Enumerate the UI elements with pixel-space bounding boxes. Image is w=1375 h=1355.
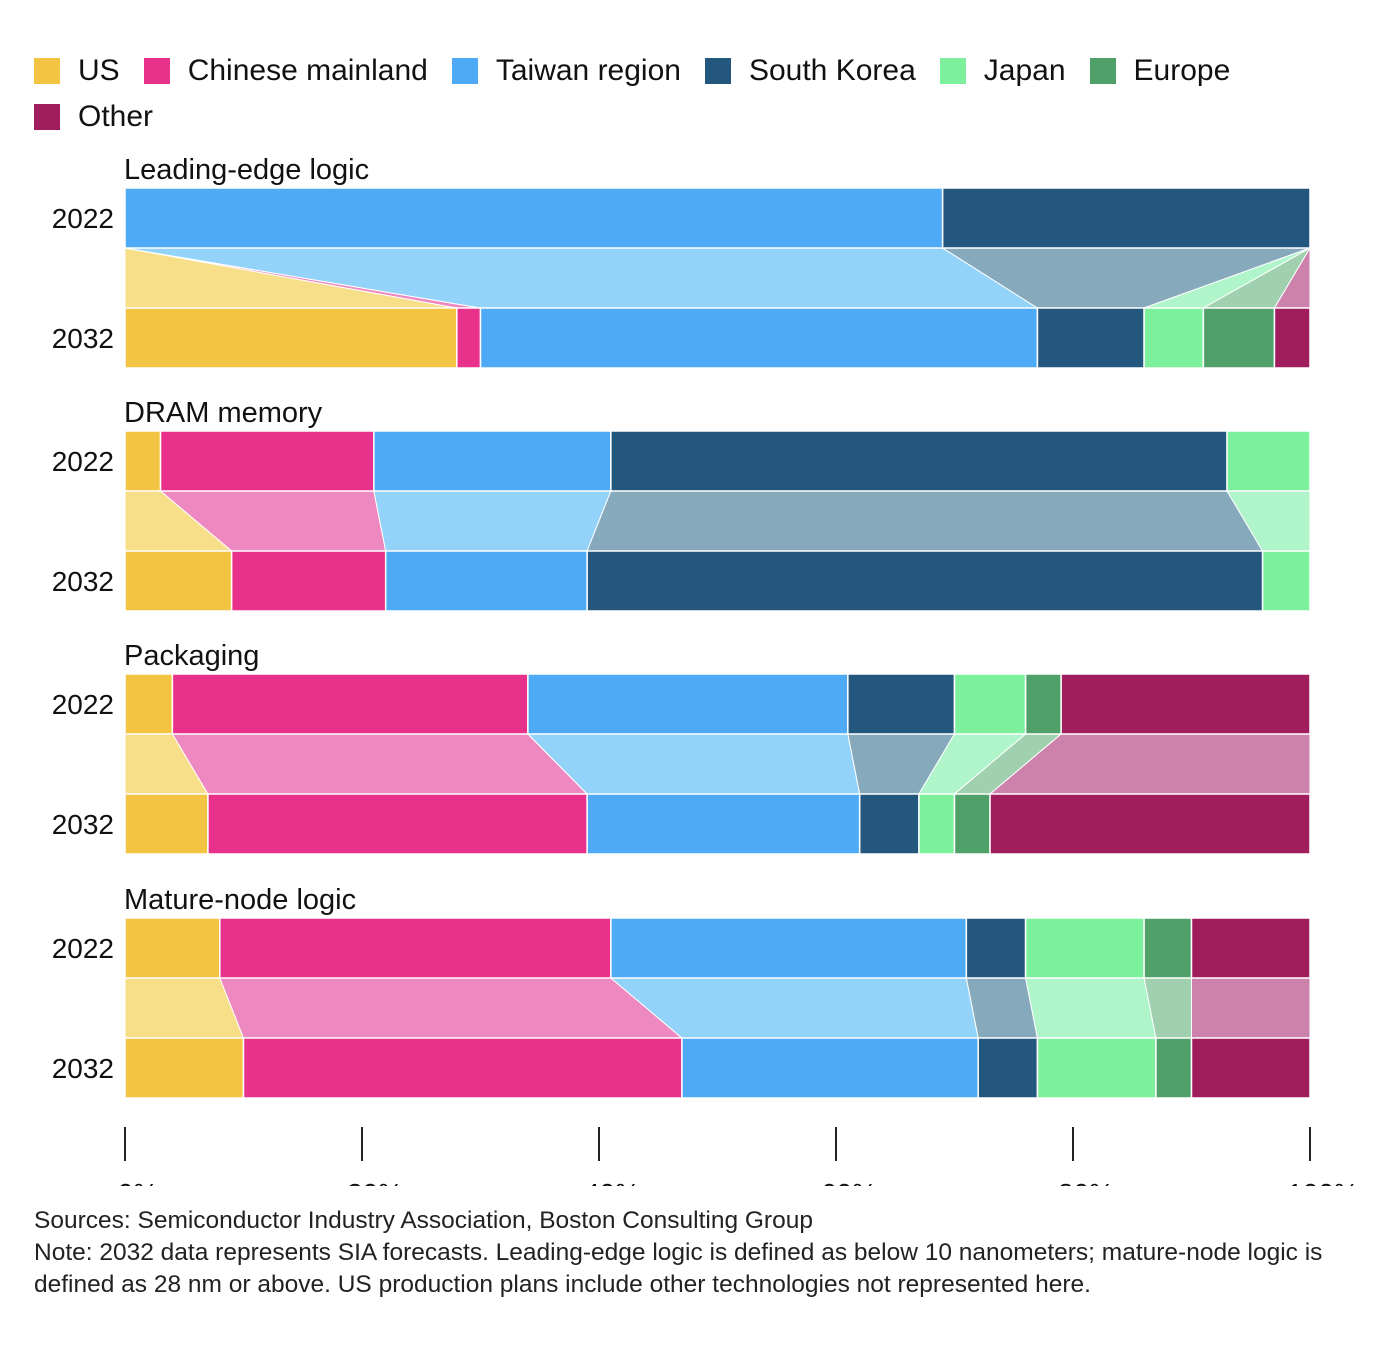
legend-swatch (1089, 58, 1116, 84)
x-tick-label: 60% (821, 1178, 877, 1186)
bar-segment-us (124, 1037, 245, 1099)
bar-segment-chinese-mainland (456, 307, 482, 369)
year-label: 2022 (52, 446, 114, 477)
bar-segment-japan (1261, 550, 1311, 612)
bar-segment-south-korea (610, 430, 1228, 492)
legend-swatch (704, 58, 731, 84)
x-tick-label: 20% (347, 1178, 403, 1186)
bar-segment-europe (1155, 1037, 1193, 1099)
legend: US Chinese mainland Taiwan region South Kor… (34, 50, 1334, 142)
connector-south-korea (965, 977, 1039, 1039)
legend-label: Chinese mainland (187, 54, 428, 87)
bar-segment-south-korea (941, 187, 1311, 249)
legend-item: Europe (1089, 50, 1231, 92)
bar-segment-other (1060, 673, 1311, 735)
year-label: 2032 (52, 1053, 114, 1084)
year-label: 2032 (52, 809, 114, 840)
year-label: 2022 (52, 689, 114, 720)
footer: Sources: Semiconductor Industry Associat… (34, 1205, 1354, 1301)
x-tick-label: 100% (1287, 1178, 1359, 1186)
year-label: 2022 (52, 933, 114, 964)
bar-segment-chinese-mainland (171, 673, 529, 735)
bar-segment-us (124, 550, 233, 612)
bar-segment-us (124, 430, 162, 492)
year-label: 2032 (52, 323, 114, 354)
connector-south-korea (586, 490, 1264, 552)
bar-segment-south-korea (847, 673, 956, 735)
bar-segment-japan (1226, 430, 1311, 492)
bar-segment-chinese-mainland (219, 917, 612, 979)
bar-segment-chinese-mainland (159, 430, 375, 492)
bar-segment-japan (918, 793, 956, 855)
bar-segment-taiwan-region (586, 793, 861, 855)
year-label: 2032 (52, 566, 114, 597)
bar-segment-europe (1024, 673, 1062, 735)
connector-other (1191, 977, 1311, 1039)
bar-segment-south-korea (965, 917, 1027, 979)
bar-segment-south-korea (977, 1037, 1039, 1099)
legend-swatch (34, 58, 60, 84)
panel-title: Packaging (124, 640, 259, 672)
bar-segment-japan (953, 673, 1027, 735)
sources-text: Sources: Semiconductor Industry Associat… (34, 1207, 813, 1234)
bar-segment-chinese-mainland (242, 1037, 683, 1099)
legend-item: South Korea (704, 50, 916, 92)
bar-segment-us (124, 917, 221, 979)
note-text: Note: 2032 data represents SIA forecasts… (34, 1239, 1323, 1298)
bar-segment-taiwan-region (610, 917, 968, 979)
connector-japan (1024, 977, 1157, 1039)
legend-item: Chinese mainland (143, 50, 428, 92)
bar-segment-us (124, 793, 209, 855)
bar-segment-japan (1024, 917, 1145, 979)
legend-item: Other (34, 96, 153, 138)
legend-swatch (451, 58, 478, 84)
bar-segment-taiwan-region (479, 307, 1039, 369)
bar-segment-taiwan-region (124, 187, 944, 249)
bar-segment-japan (1036, 1037, 1157, 1099)
bar-segment-south-korea (586, 550, 1264, 612)
legend-label: Taiwan region (495, 54, 681, 87)
bar-segment-europe (1143, 917, 1193, 979)
bar-segment-other (1273, 307, 1311, 369)
bar-segment-us (124, 307, 458, 369)
panel-title: Leading-edge logic (124, 154, 369, 186)
bar-segment-other (989, 793, 1311, 855)
legend-item: Japan (939, 50, 1066, 92)
connector-chinese-mainland (219, 977, 684, 1039)
bar-segment-taiwan-region (527, 673, 849, 735)
bar-segment-us (124, 673, 174, 735)
bar-segment-other (1190, 1037, 1311, 1099)
connector-taiwan-region (373, 490, 612, 552)
x-tick-label: 40% (584, 1178, 640, 1186)
bar-segment-taiwan-region (384, 550, 588, 612)
bar-segment-taiwan-region (373, 430, 612, 492)
bar-segment-europe (953, 793, 991, 855)
bar-segment-taiwan-region (681, 1037, 979, 1099)
year-label: 2022 (52, 203, 114, 234)
legend-swatch (939, 58, 966, 84)
panel-title: Mature-node logic (124, 884, 356, 916)
bar-segment-chinese-mainland (230, 550, 387, 612)
bar-segment-south-korea (858, 793, 920, 855)
legend-swatch (143, 58, 170, 84)
bar-segment-japan (1143, 307, 1205, 369)
legend-label: Japan (983, 54, 1066, 87)
x-tick-label: 80% (1058, 1178, 1114, 1186)
legend-label: US (78, 54, 120, 87)
legend-label: Europe (1133, 54, 1231, 87)
x-tick-label: 0% (118, 1178, 158, 1186)
panel-title: DRAM memory (124, 397, 323, 429)
connector-chinese-mainland (171, 733, 589, 795)
legend-swatch (34, 104, 60, 130)
bar-segment-europe (1202, 307, 1276, 369)
chart: Leading-edge logic 2022 2032 DRAM memory 202… (52, 154, 1359, 1186)
legend-item: Taiwan region (451, 50, 681, 92)
connector-taiwan-region (526, 733, 861, 795)
legend-item: US (34, 50, 120, 92)
bar-segment-chinese-mainland (207, 793, 588, 855)
bar-segment-other (1190, 917, 1311, 979)
bar-segment-south-korea (1036, 307, 1145, 369)
legend-label: South Korea (748, 54, 916, 87)
legend-label: Other (78, 100, 154, 133)
